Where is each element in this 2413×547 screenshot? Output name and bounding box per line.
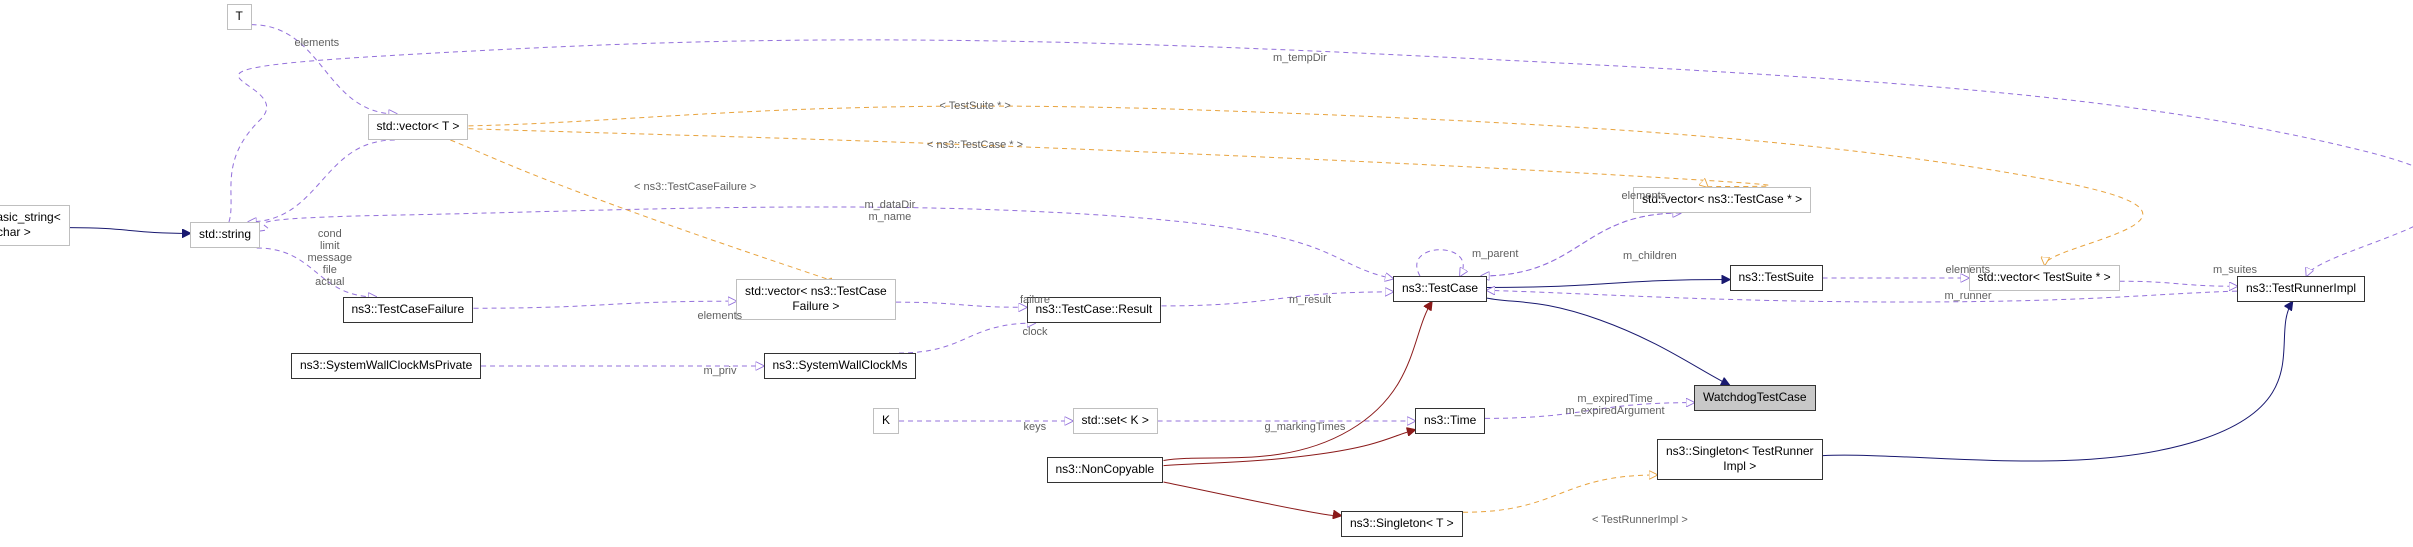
edge-basicstring-string: [70, 228, 190, 234]
edge-label-string-TestRunnerImpl: m_tempDir: [1273, 52, 1327, 64]
node-Time: ns3::Time: [1415, 408, 1485, 434]
node-vectorTS: std::vector< TestSuite * >: [1969, 265, 2120, 291]
node-vectorT: std::vector< T >: [368, 114, 469, 140]
edge-TestCase-TestCase: [1417, 250, 1463, 276]
edge-label-vectorTC-TestCase: m_children: [1623, 250, 1677, 262]
node-SingletonTR: ns3::Singleton< TestRunnerImpl >: [1657, 439, 1823, 480]
edge-label-SysWall-Result: clock: [1023, 326, 1048, 338]
edge-label-vectorT-vectorTC: < ns3::TestCase * >: [927, 139, 1023, 151]
node-TestCaseFailure: ns3::TestCaseFailure: [343, 297, 474, 323]
node-setK: std::set< K >: [1073, 408, 1158, 434]
edge-vectorTC-TestCase: [1481, 213, 1681, 276]
edge-label-Result-TestCase: m_result: [1289, 294, 1331, 306]
edge-TestCase-vectorTC: [1481, 213, 1681, 276]
node-K: K: [873, 408, 899, 434]
edge-vectorT-string: [248, 140, 395, 222]
node-Watchdog: WatchdogTestCase: [1694, 385, 1816, 411]
node-TestCase: ns3::TestCase: [1393, 276, 1487, 302]
edge-label-Time-Watchdog: m_expiredTime m_expiredArgument: [1566, 393, 1665, 417]
node-SysWall: ns3::SystemWallClockMs: [764, 353, 917, 379]
node-SysWallPriv: ns3::SystemWallClockMsPrivate: [291, 353, 481, 379]
edge-TestCase-TestSuite: [1487, 280, 1730, 288]
node-SingletonT: ns3::Singleton< T >: [1341, 511, 1463, 537]
edge-NonCopyable-SingletonT: [1164, 482, 1342, 516]
node-Result: ns3::TestCase::Result: [1027, 297, 1162, 323]
edge-label-TestRunnerImpl-TestCase: m_runner: [1945, 290, 1992, 302]
node-TestRunnerImpl: ns3::TestRunnerImpl: [2237, 276, 2365, 302]
node-TestSuite: ns3::TestSuite: [1730, 265, 1823, 291]
edge-label-SingletonT-SingletonTR: < TestRunnerImpl >: [1592, 514, 1688, 526]
edge-label-vectorT-vectorFailure: < ns3::TestCaseFailure >: [634, 181, 756, 193]
edge-NonCopyable-TestCase: [1164, 302, 1432, 460]
edge-Time-Watchdog: [1485, 403, 1694, 419]
node-T: T: [227, 4, 252, 30]
edge-label-vectorT-vectorTS: < TestSuite * >: [940, 100, 1011, 112]
edge-TestCase-Watchdog: [1487, 298, 1729, 385]
edge-label-string-TestCase: m_dataDir m_name: [865, 199, 916, 223]
edge-label-vectorTS-TestRunnerImpl: m_suites: [2213, 264, 2257, 276]
edge-label-T-vectorT: elements: [295, 37, 340, 49]
edge-NonCopyable-Time: [1164, 430, 1416, 466]
edge-SingletonTR-TestRunnerImpl: [1823, 302, 2292, 461]
edge-TestRunnerImpl-TestCase: [1487, 290, 2237, 302]
diagram-canvas: Tstd::vector< T >std::basic_string<char …: [0, 0, 2413, 547]
edge-T-vectorT: [252, 25, 397, 114]
edge-TestCaseFailure-vectorFailure: [474, 301, 737, 308]
edge-string-TestCase: [260, 207, 1393, 279]
edge-string-TestRunnerImpl: [229, 40, 2413, 276]
edge-SysWall-Result: [899, 323, 1035, 353]
edge-label-SysWallPriv-SysWall: m_priv: [704, 365, 737, 377]
edge-label-K-setK: keys: [1024, 421, 1047, 433]
edge-vectorT-vectorTC: [469, 129, 1770, 187]
edge-label-setK-Time: g_markingTimes: [1265, 421, 1346, 433]
edge-label-TestCase-TestCase: m_parent: [1472, 248, 1518, 260]
edge-label-string-TestCaseFailure: cond limit message file actual: [308, 228, 353, 288]
edge-vectorTS-TestRunnerImpl: [2120, 281, 2238, 286]
edge-string-TestCaseFailure: [257, 248, 377, 297]
node-basicstring: std::basic_string<char >: [0, 205, 70, 246]
node-vectorTC: std::vector< ns3::TestCase * >: [1633, 187, 1811, 213]
edge-vectorT-vectorFailure: [450, 140, 855, 288]
edge-Result-TestCase: [1162, 292, 1394, 306]
node-NonCopyable: ns3::NonCopyable: [1047, 457, 1164, 483]
edge-vectorT-vectorTS: [469, 106, 2143, 265]
edge-SingletonT-SingletonTR: [1463, 475, 1657, 512]
node-vectorFailure: std::vector< ns3::TestCaseFailure >: [736, 279, 896, 320]
edge-vectorFailure-Result: [896, 302, 1027, 307]
node-string: std::string: [190, 222, 260, 248]
